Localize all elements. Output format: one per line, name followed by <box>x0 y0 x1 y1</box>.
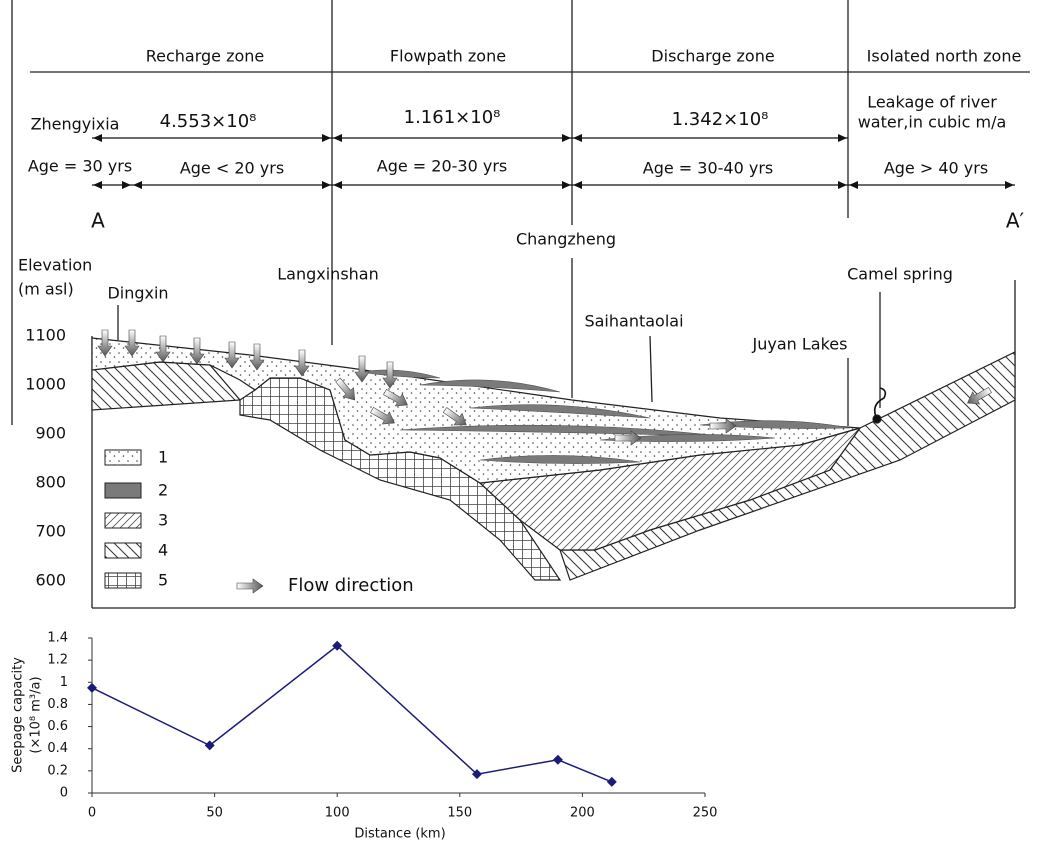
flow-value: 1.342×10⁸ <box>672 109 769 130</box>
arrow-head <box>562 134 571 142</box>
x-tick-label: 0 <box>88 806 96 821</box>
place: Changzheng <box>516 230 616 249</box>
x-axis-label: Distance (km) <box>354 827 445 842</box>
age: Age < 20 yrs <box>180 159 284 178</box>
y-tick-label: 1.2 <box>47 653 68 668</box>
age: Age = 20-30 yrs <box>377 157 507 176</box>
arrow-head <box>573 134 582 142</box>
elevation-tick-label: 800 <box>35 473 66 492</box>
legend-label: 1 <box>158 448 168 467</box>
arrow-head <box>322 134 331 142</box>
y-axis-label: Seepage capacity <box>11 657 26 773</box>
section-end: A′ <box>1006 209 1025 233</box>
cross-section <box>92 338 1015 580</box>
arrow-head <box>322 181 331 189</box>
flow-value: 1.161×10⁸ <box>404 107 501 128</box>
place: Camel spring <box>847 265 953 284</box>
legend <box>105 450 141 588</box>
elevation-label: Elevation <box>18 256 92 275</box>
y-tick-label: 1.4 <box>47 631 68 646</box>
place: Langxinshan <box>277 265 379 284</box>
arrow-head <box>93 134 102 142</box>
arrow-head <box>133 181 142 189</box>
flow-note: water,in cubic m/a <box>858 113 1007 132</box>
x-tick-label: 100 <box>325 806 350 821</box>
flow-note: Leakage of river <box>867 93 997 112</box>
zone: Discharge zone <box>651 47 774 66</box>
arrow-head <box>333 181 342 189</box>
legend-flow: Flow direction <box>288 575 414 596</box>
arrow-head <box>838 134 847 142</box>
zone: Recharge zone <box>146 47 265 66</box>
legend-label: 3 <box>158 511 168 530</box>
arrow-head <box>562 181 571 189</box>
elevation-tick-label: 1100 <box>25 326 66 345</box>
figure: Recharge zone Flowpath zone Discharge zo… <box>0 0 1038 847</box>
arrow-head <box>1005 181 1014 189</box>
y-tick-label: 0 <box>60 786 68 801</box>
legend-label: 5 <box>158 571 168 590</box>
elevation-tick-label: 700 <box>35 522 66 541</box>
y-tick-label: 0.6 <box>47 719 68 734</box>
zones: Recharge zone Flowpath zone Discharge zo… <box>146 47 1022 66</box>
elevation-tick-label: 600 <box>35 571 66 590</box>
arrow-head <box>93 181 102 189</box>
y-tick-label: 1 <box>60 675 68 690</box>
elevation-tick-label: 900 <box>35 424 66 443</box>
x-tick-label: 150 <box>447 806 472 821</box>
arrow-head <box>573 181 582 189</box>
arrow-head <box>122 181 131 189</box>
marker <box>607 777 617 787</box>
marker <box>553 755 563 765</box>
x-tick-label: 250 <box>693 806 718 821</box>
age: Age > 40 yrs <box>884 159 988 178</box>
y-tick-label: 0.2 <box>47 763 68 778</box>
arrow-head <box>849 181 858 189</box>
x-tick-label: 200 <box>570 806 595 821</box>
elevation-label: (m asl) <box>18 280 74 299</box>
x-tick-label: 50 <box>206 806 223 821</box>
place: Dingxin <box>107 284 168 303</box>
flow-origin: Zhengyixia <box>31 115 120 134</box>
marker <box>87 683 97 693</box>
place: Juyan Lakes <box>752 335 848 354</box>
flow-value: 4.553×10⁸ <box>160 111 257 132</box>
y-axis-label: (×10⁸ m³/a) <box>29 676 44 753</box>
series-line <box>92 646 612 782</box>
age: Age = 30 yrs <box>28 157 132 176</box>
arrow-head <box>838 181 847 189</box>
legend-label: 4 <box>158 541 168 560</box>
place: Saihantaolai <box>584 312 683 331</box>
zone: Flowpath zone <box>390 47 506 66</box>
section-start: A <box>91 209 105 233</box>
arrow-head <box>333 134 342 142</box>
zone: Isolated north zone <box>867 47 1022 66</box>
y-tick-label: 0.4 <box>47 741 68 756</box>
y-tick-label: 0.8 <box>47 697 68 712</box>
age: Age = 30-40 yrs <box>643 159 773 178</box>
elevation-tick-label: 1000 <box>25 375 66 394</box>
legend-label: 2 <box>158 481 168 500</box>
